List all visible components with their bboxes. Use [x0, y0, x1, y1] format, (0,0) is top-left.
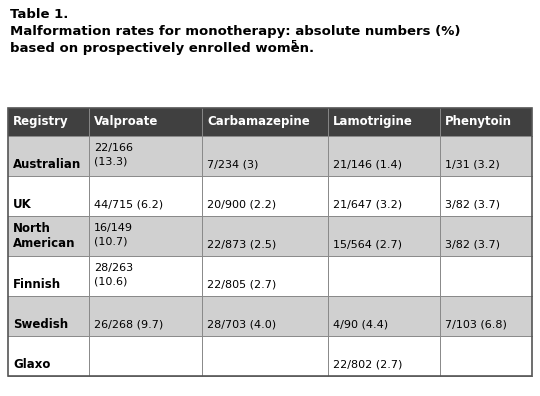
Text: Australian: Australian: [13, 158, 81, 171]
Text: 20/900 (2.2): 20/900 (2.2): [207, 200, 276, 210]
Text: Glaxo: Glaxo: [13, 358, 50, 371]
Text: 21/647 (3.2): 21/647 (3.2): [333, 200, 402, 210]
Text: 3/82 (3.7): 3/82 (3.7): [446, 200, 500, 210]
Text: 22/802 (2.7): 22/802 (2.7): [333, 360, 402, 370]
Text: 44/715 (6.2): 44/715 (6.2): [94, 200, 163, 210]
Text: 7/234 (3): 7/234 (3): [207, 160, 258, 170]
Text: Swedish: Swedish: [13, 318, 68, 331]
Text: (10.7): (10.7): [94, 237, 128, 247]
Text: 4/90 (4.4): 4/90 (4.4): [333, 320, 388, 330]
Bar: [8, 256, 532, 296]
Text: American: American: [13, 237, 76, 250]
Bar: [8, 296, 532, 336]
Text: UK: UK: [13, 198, 32, 211]
Bar: [8, 136, 532, 176]
Text: 1/31 (3.2): 1/31 (3.2): [446, 160, 500, 170]
Text: (13.3): (13.3): [94, 157, 127, 167]
Text: Table 1.: Table 1.: [10, 8, 69, 21]
Bar: [8, 176, 532, 216]
Text: Phenytoin: Phenytoin: [446, 116, 512, 128]
Text: 21/146 (1.4): 21/146 (1.4): [333, 160, 402, 170]
Text: 22/805 (2.7): 22/805 (2.7): [207, 280, 276, 290]
Text: 22/166: 22/166: [94, 143, 133, 153]
Text: based on prospectively enrolled women.: based on prospectively enrolled women.: [10, 42, 314, 55]
Bar: [8, 216, 532, 256]
Text: 5: 5: [290, 40, 296, 49]
Text: Malformation rates for monotherapy: absolute numbers (%): Malformation rates for monotherapy: abso…: [10, 25, 461, 38]
Text: 15/564 (2.7): 15/564 (2.7): [333, 240, 402, 250]
Text: 28/263: 28/263: [94, 263, 133, 273]
Bar: [8, 336, 532, 376]
Text: 28/703 (4.0): 28/703 (4.0): [207, 320, 276, 330]
Text: 22/873 (2.5): 22/873 (2.5): [207, 240, 276, 250]
Bar: [8, 108, 532, 136]
Text: 7/103 (6.8): 7/103 (6.8): [446, 320, 507, 330]
Text: Carbamazepine: Carbamazepine: [207, 116, 309, 128]
Text: North: North: [13, 222, 51, 235]
Text: 3/82 (3.7): 3/82 (3.7): [446, 240, 500, 250]
Text: Finnish: Finnish: [13, 278, 61, 291]
Bar: [8, 108, 532, 376]
Text: 16/149: 16/149: [94, 223, 133, 233]
Text: (10.6): (10.6): [94, 277, 127, 287]
Text: Valproate: Valproate: [94, 116, 159, 128]
Text: Registry: Registry: [13, 116, 69, 128]
Text: 26/268 (9.7): 26/268 (9.7): [94, 320, 164, 330]
Text: Lamotrigine: Lamotrigine: [333, 116, 413, 128]
